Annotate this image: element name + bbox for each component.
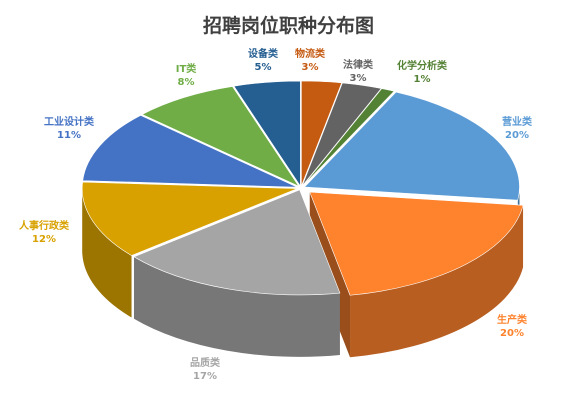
label-value-1: 3% [350, 73, 367, 84]
label-category-5: 品质类 [190, 356, 220, 369]
slice-化学分析类 [302, 88, 395, 187]
label-value-0: 3% [302, 62, 319, 73]
slice-物流类 [301, 80, 343, 187]
slice-品质类 [133, 189, 341, 296]
label-category-7: 工业设计类 [44, 115, 94, 128]
label-value-2: 1% [414, 74, 431, 85]
label-category-8: IT类 [176, 62, 197, 75]
slice-营业类 [303, 91, 520, 201]
label-category-6: 人事行政类 [19, 219, 69, 232]
label-value-5: 17% [193, 371, 217, 382]
label-value-9: 5% [255, 62, 272, 73]
label-category-2: 化学分析类 [397, 59, 447, 72]
label-category-4: 生产类 [497, 313, 527, 326]
slice-side-5 [133, 256, 340, 357]
pie-labels: 物流类 3% 法律类 3% 化学分析类 1% 营业类 20% 生产类 20% 品质类 17% 人事行政类… [19, 47, 532, 382]
slice-设备类 [233, 80, 301, 188]
label-category-0: 物流类 [295, 47, 325, 60]
label-value-6: 12% [32, 234, 56, 245]
slice-工业设计类 [82, 114, 298, 188]
label-value-7: 11% [57, 130, 81, 141]
label-category-9: 设备类 [248, 47, 278, 60]
slice-法律类 [301, 82, 382, 187]
slice-生产类 [309, 191, 524, 296]
label-value-8: 8% [178, 77, 195, 88]
pie-tops [81, 80, 524, 296]
slice-人事行政类 [81, 181, 298, 256]
label-category-1: 法律类 [343, 58, 373, 71]
slice-side-4 [350, 205, 524, 358]
label-value-4: 20% [500, 328, 524, 339]
label-value-3: 20% [505, 130, 529, 141]
chart-title: 招聘岗位职种分布图 [202, 15, 374, 37]
slice-IT类 [141, 86, 300, 188]
slice-side-6 [82, 188, 132, 318]
label-category-3: 营业类 [502, 115, 532, 128]
